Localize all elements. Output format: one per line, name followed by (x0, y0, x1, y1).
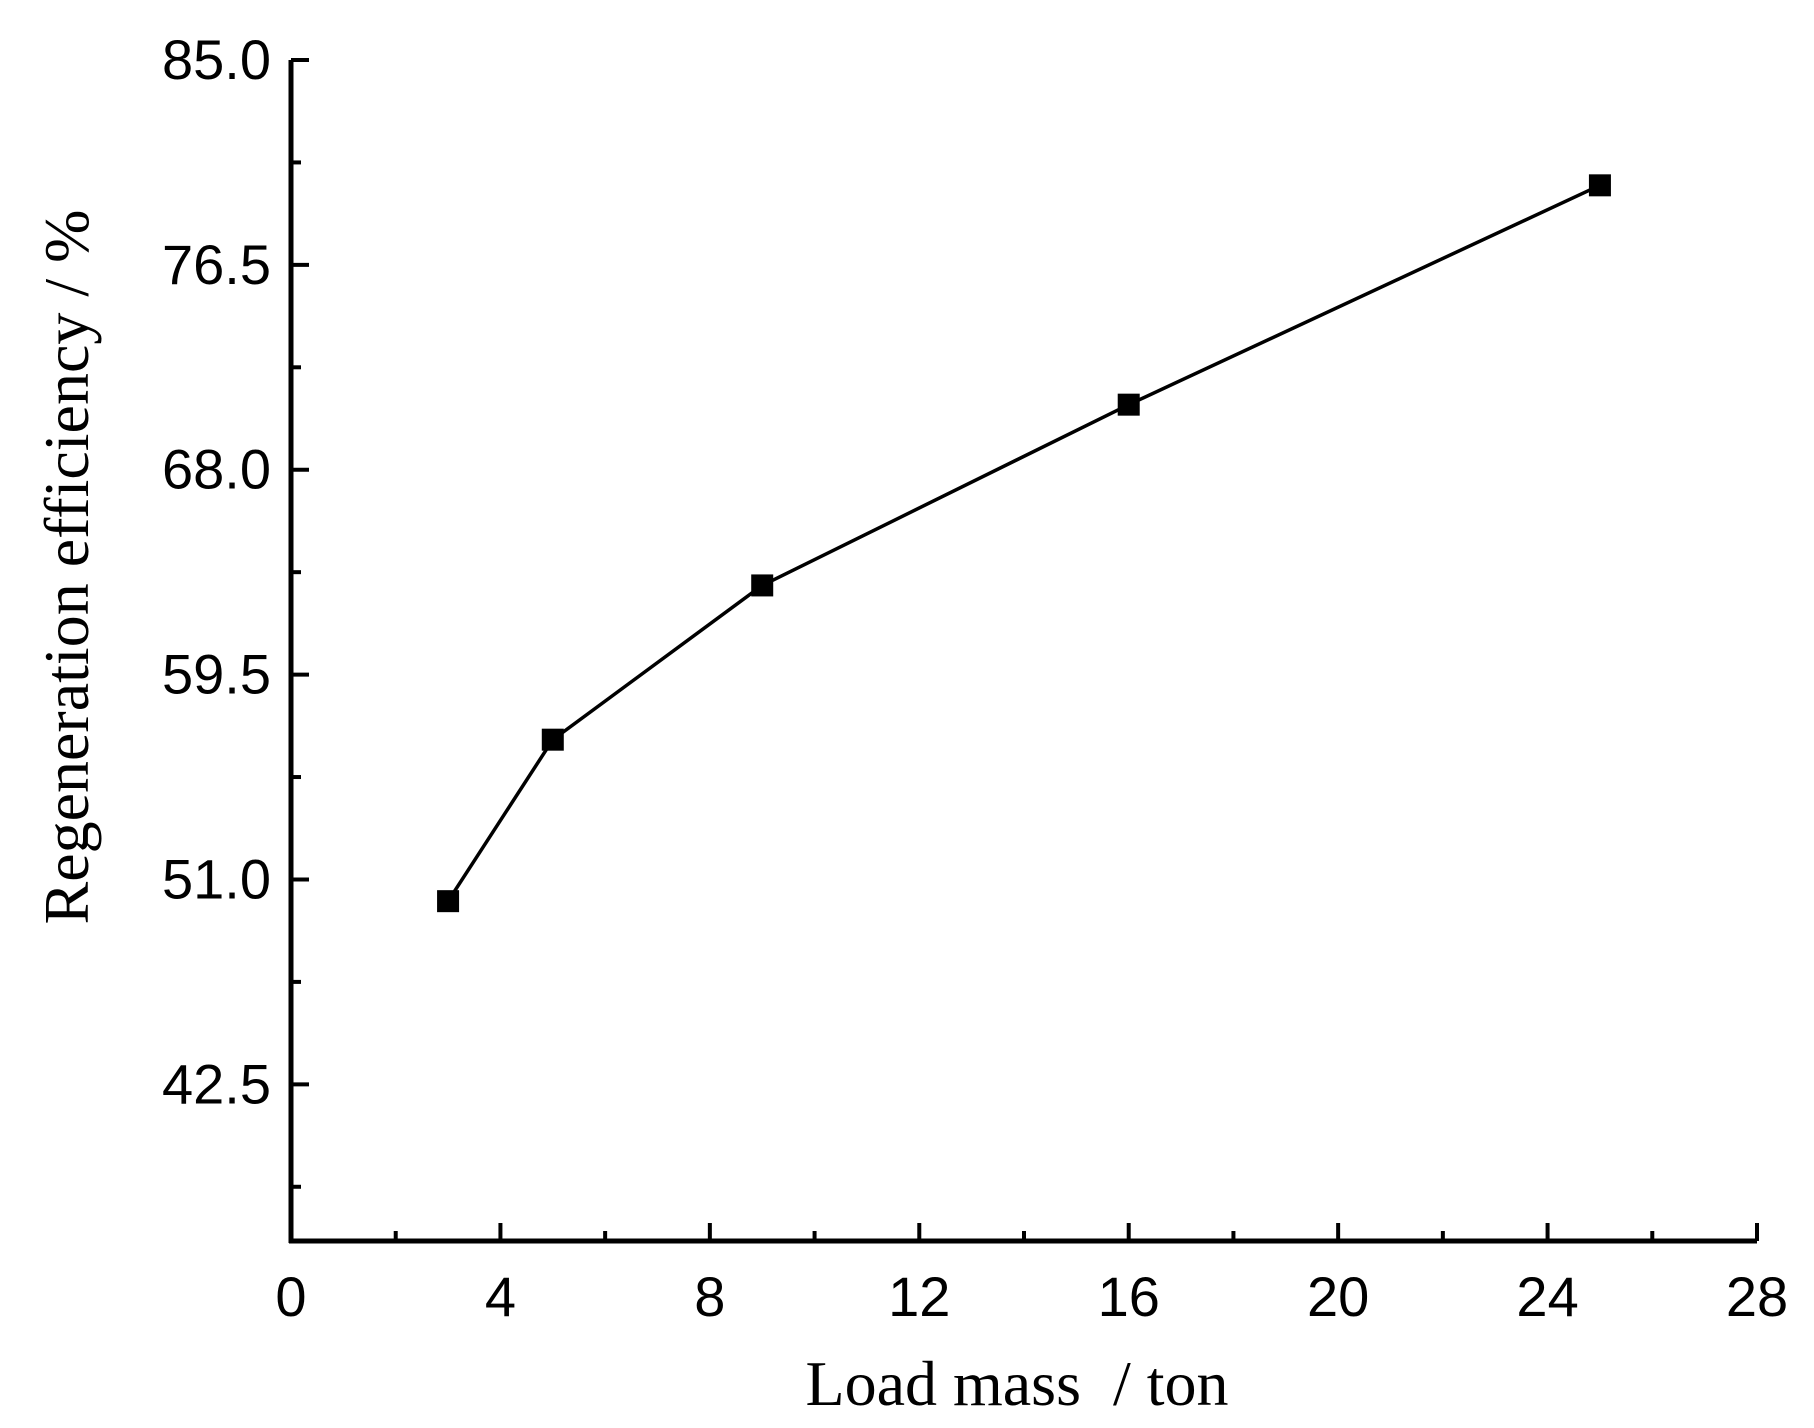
series-layer (437, 174, 1611, 913)
y-tick-label: 42.5 (162, 1052, 271, 1115)
y-tick-label: 68.0 (162, 438, 271, 501)
x-tick-label: 4 (485, 1265, 516, 1328)
tick-labels: 0 4 8 12 16 20 24 28 85.0 76.5 68.0 59.5 51.0 42.5 (162, 28, 1788, 1328)
x-tick-label: 8 (694, 1265, 725, 1328)
x-tick-label: 28 (1726, 1265, 1788, 1328)
series-line (446, 183, 1601, 903)
x-tick-label: 20 (1307, 1265, 1369, 1328)
y-tick-label: 85.0 (162, 28, 271, 91)
tick-marks (289, 58, 1759, 1241)
data-point (437, 890, 460, 913)
x-tick-label: 0 (275, 1265, 306, 1328)
y-tick-label: 76.5 (162, 233, 271, 296)
x-tick-label: 12 (888, 1265, 950, 1328)
data-point (751, 574, 774, 597)
y-tick-label: 59.5 (162, 643, 271, 706)
data-point (1117, 393, 1140, 416)
y-tick-label: 51.0 (162, 847, 271, 910)
x-axis-title: Load mass / ton (805, 1348, 1228, 1419)
data-point (541, 728, 564, 751)
x-tick-label: 16 (1098, 1265, 1160, 1328)
y-axis-title: Regeneration efficiency / % (31, 210, 102, 925)
x-tick-label: 24 (1516, 1265, 1578, 1328)
axes (288, 60, 1757, 1244)
data-point (1588, 174, 1611, 197)
